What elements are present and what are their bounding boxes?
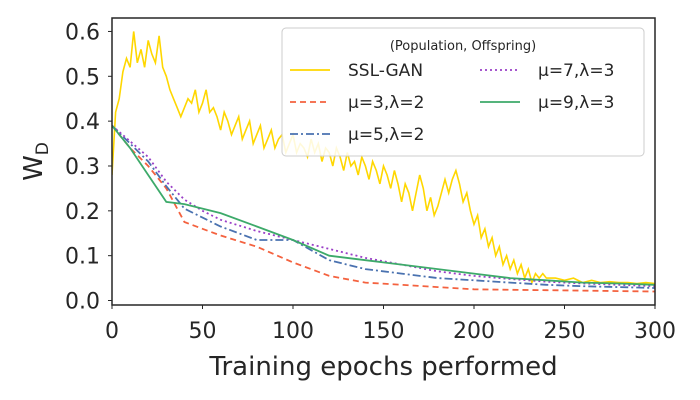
- y-axis-label: WD: [19, 142, 53, 181]
- series-line-0: [112, 31, 655, 286]
- series-line-4: [112, 125, 655, 286]
- y-axis-label-subscript: D: [33, 142, 53, 155]
- legend-label: μ=5,λ=2: [348, 125, 424, 145]
- series-line-1: [112, 125, 655, 293]
- x-tick-label: 150: [363, 319, 405, 344]
- x-axis-label: Training epochs performed: [208, 352, 557, 382]
- legend-label: SSL-GAN: [348, 61, 423, 81]
- x-tick-label: 0: [105, 319, 119, 344]
- x-tick-label: 300: [634, 319, 676, 344]
- x-tick-label: 250: [544, 319, 586, 344]
- x-tick-label: 100: [272, 319, 314, 344]
- y-tick-label: 0.1: [65, 245, 100, 270]
- x-axis: 0 50 100 150 200 250 300: [105, 305, 676, 344]
- legend-title: (Population, Offspring): [390, 39, 536, 54]
- y-tick-label: 0.6: [65, 20, 100, 45]
- y-tick-label: 0.2: [65, 200, 100, 225]
- x-tick-label: 200: [453, 319, 495, 344]
- y-tick-label: 0.4: [65, 110, 100, 135]
- legend-label: μ=7,λ=3: [538, 61, 614, 81]
- series-layer: [112, 31, 655, 293]
- legend-label: μ=3,λ=2: [348, 93, 424, 113]
- series-line-2: [112, 124, 655, 289]
- y-axis-label-main: W: [19, 155, 49, 181]
- x-tick-label: 50: [189, 319, 217, 344]
- y-tick-label: 0.5: [65, 65, 100, 90]
- legend-label: μ=9,λ=3: [538, 93, 614, 113]
- y-axis: 0.0 0.1 0.2 0.3 0.4 0.5 0.6: [65, 20, 112, 315]
- legend: (Population, Offspring) SSL-GAN μ=3,λ=2 μ=…: [281, 27, 645, 157]
- y-tick-label: 0.3: [65, 155, 100, 180]
- legend-box: [281, 27, 645, 157]
- y-tick-label: 0.0: [65, 290, 100, 315]
